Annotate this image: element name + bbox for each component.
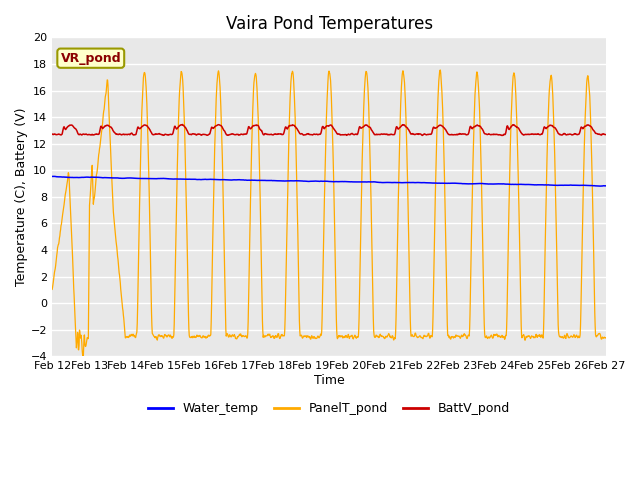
Text: VR_pond: VR_pond bbox=[60, 52, 121, 65]
Title: Vaira Pond Temperatures: Vaira Pond Temperatures bbox=[226, 15, 433, 33]
Legend: Water_temp, PanelT_pond, BattV_pond: Water_temp, PanelT_pond, BattV_pond bbox=[143, 397, 515, 420]
X-axis label: Time: Time bbox=[314, 374, 344, 387]
Y-axis label: Temperature (C), Battery (V): Temperature (C), Battery (V) bbox=[15, 108, 28, 286]
